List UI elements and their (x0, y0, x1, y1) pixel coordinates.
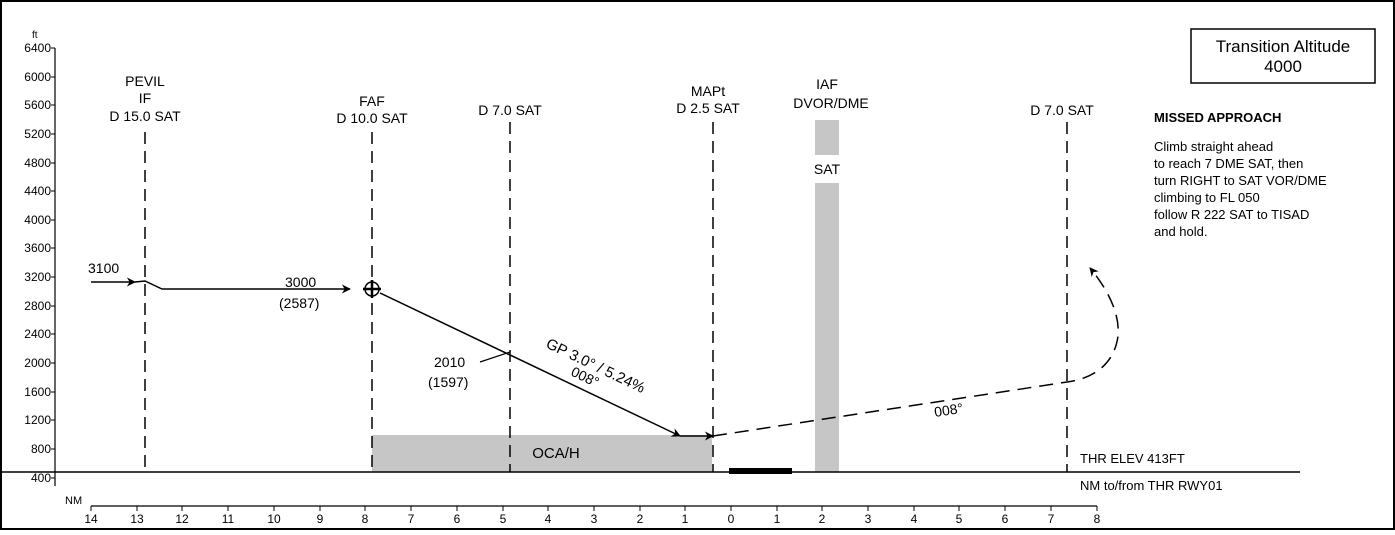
y-tick-label: 800 (31, 442, 51, 456)
y-tick-label: 4000 (24, 213, 51, 227)
altitude-ticks (51, 47, 55, 479)
missed-approach-line: and hold. (1154, 224, 1208, 239)
y-tick-label: 3200 (24, 270, 51, 284)
y-tick-label: 4800 (24, 156, 51, 170)
missed-approach-line: Climb straight ahead (1154, 139, 1273, 154)
missed-approach-path (712, 267, 1119, 437)
x-tick-label: 1 (774, 512, 781, 526)
y-tick-label: 5600 (24, 98, 51, 112)
x-tick-label: 7 (1048, 512, 1055, 526)
y-tick-label: 5200 (24, 127, 51, 141)
check-height: (1597) (428, 374, 468, 390)
x-tick-label: 4 (545, 512, 552, 526)
pevil-role: IF (139, 90, 151, 106)
runway-bar (729, 468, 792, 474)
y-tick-label: 3600 (24, 241, 51, 255)
missed-approach-line: turn RIGHT to SAT VOR/DME (1154, 173, 1327, 188)
x-tick-label: 14 (84, 512, 98, 526)
missed-approach-line: follow R 222 SAT to TISAD (1154, 207, 1309, 222)
x-tick-label: 3 (591, 512, 598, 526)
x-tick-label: 5 (500, 512, 507, 526)
x-tick-label: 2 (637, 512, 644, 526)
y-tick-label: 2800 (24, 299, 51, 313)
threshold-elevation: THR ELEV 413FT (1080, 451, 1185, 466)
pevil-dist: D 15.0 SAT (109, 108, 181, 124)
x-tick-label: 1 (682, 512, 689, 526)
level-segment (134, 280, 351, 294)
x-tick-label: 5 (956, 512, 963, 526)
x-tick-label: 13 (130, 512, 144, 526)
x-tick-label: 3 (865, 512, 872, 526)
faf-cross-icon (363, 280, 381, 298)
glidepath-line (379, 292, 681, 437)
y-tick-label: 2400 (24, 327, 51, 341)
missed-approach-line: to reach 7 DME SAT, then (1154, 156, 1303, 171)
y-tick-label: 6400 (24, 41, 51, 55)
faf-altitude: 3000 (285, 274, 316, 290)
x-tick-label: 12 (175, 512, 189, 526)
x-tick-label: 10 (267, 512, 281, 526)
oca-label: OCA/H (532, 445, 580, 462)
oca-area (372, 435, 712, 472)
x-tick-label: 11 (222, 512, 235, 526)
y-tick-label: 2000 (24, 356, 51, 370)
check-alt-leader (479, 351, 511, 363)
missed-course: 008° (933, 400, 964, 420)
faf-dist: D 10.0 SAT (336, 110, 408, 126)
x-tick-label: 8 (1094, 512, 1101, 526)
missed-approach-text: Climb straight ahead to reach 7 DME SAT,… (1154, 139, 1327, 239)
d7-missed-dist: D 7.0 SAT (1030, 102, 1094, 118)
y-tick-label: 1200 (24, 413, 51, 427)
missed-approach-line: climbing to FL 050 (1154, 190, 1260, 205)
y-tick-label: 6000 (24, 70, 51, 84)
y-tick-label: 4400 (24, 184, 51, 198)
x-tick-label: 2 (819, 512, 826, 526)
x-tick-label: 4 (911, 512, 918, 526)
y-tick-label: 400 (31, 471, 51, 485)
faf-role: FAF (359, 93, 385, 109)
d7-dist: D 7.0 SAT (478, 102, 542, 118)
iaf-ident: SAT (814, 161, 841, 177)
missed-approach-title: MISSED APPROACH (1154, 110, 1281, 125)
altitude-labels: 400 800 1200 1600 2000 2400 2800 3200 36… (24, 41, 51, 485)
mapt-dist: D 2.5 SAT (676, 100, 740, 116)
altitude-unit: ft (32, 30, 38, 41)
mapt-role: MAPt (691, 83, 725, 99)
transition-altitude-box (1190, 28, 1376, 84)
distance-labels: 14 13 12 11 10 9 8 7 6 5 4 3 2 1 0 1 2 3… (84, 512, 1100, 526)
y-tick-label: 1600 (24, 385, 51, 399)
x-tick-label: 7 (408, 512, 415, 526)
pevil-name: PEVIL (125, 73, 165, 89)
sat-label-bg (808, 155, 846, 183)
x-tick-label: 8 (362, 512, 369, 526)
iaf-type: DVOR/DME (793, 95, 868, 111)
x-tick-label: 9 (317, 512, 324, 526)
transition-altitude-title: Transition Altitude (1216, 37, 1351, 56)
transition-altitude-value: 4000 (1264, 57, 1302, 76)
x-tick-label: 6 (454, 512, 461, 526)
distance-unit: NM (65, 495, 82, 507)
faf-height: (2587) (279, 295, 319, 311)
x-tick-label: 6 (1002, 512, 1009, 526)
x-tick-label: 0 (728, 512, 735, 526)
initial-altitude: 3100 (88, 260, 119, 276)
distance-axis-caption: NM to/from THR RWY01 (1080, 478, 1223, 493)
check-altitude: 2010 (434, 354, 465, 370)
distance-ticks (90, 506, 1098, 511)
iaf-role: IAF (816, 76, 838, 92)
fix-lines (144, 122, 1068, 472)
